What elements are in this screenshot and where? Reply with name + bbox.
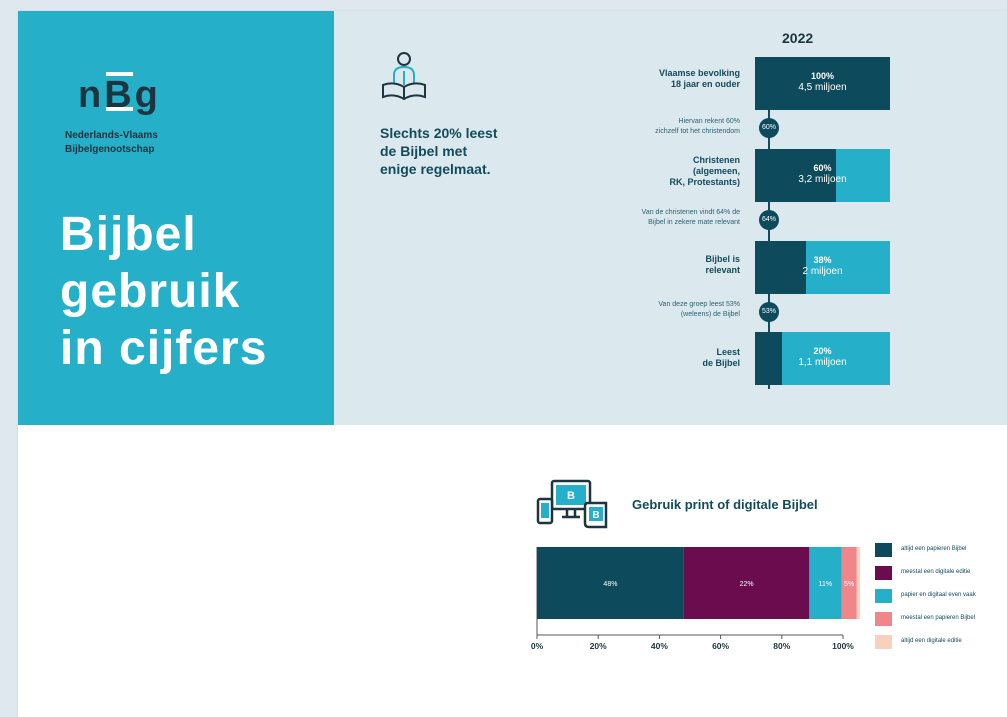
- chart-title: Gebruik print of digitale Bijbel: [632, 497, 818, 512]
- legend-item: papier en digitaal even vaak: [875, 589, 1007, 603]
- bar-segment: [841, 547, 857, 619]
- x-tick-label: 40%: [651, 641, 668, 651]
- legend-item: meestal een digitale editie: [875, 566, 1007, 580]
- step-label-line: Bijbel is: [705, 254, 740, 264]
- transition-badge: 60%: [759, 118, 779, 138]
- x-tick-label: 20%: [590, 641, 607, 651]
- reading-person-icon: [382, 52, 426, 101]
- legend-item: altijd een digitale editie: [875, 635, 1007, 649]
- funnel-bar-percent: 38%: [813, 255, 832, 265]
- legend-swatch: [875, 589, 892, 603]
- note-line: zichzelf tot het christendom: [655, 128, 740, 135]
- legend-swatch: [875, 635, 892, 649]
- funnel-bar: 60% 3,2 miljoen: [755, 149, 890, 202]
- step-label-line: RK, Protestants): [669, 177, 740, 187]
- infographic-page: nBg Nederlands-Vlaams Bijbelgenootschap …: [18, 11, 1007, 717]
- note-line: (weleens) de Bijbel: [680, 311, 740, 318]
- note-line: Bijbel in zekere mate relevant: [648, 219, 740, 226]
- funnel-bar-fill: [755, 57, 890, 110]
- data-label: 11%: [819, 581, 833, 588]
- statement-line2: de Bijbel met: [380, 143, 468, 159]
- step-label-line: Leest: [716, 347, 740, 357]
- org-name-line2: Bijbelgenootschap: [65, 144, 155, 155]
- statement-line1: Slechts 20% leest: [380, 125, 498, 141]
- note-line: Hiervan rekent 60%: [678, 118, 740, 125]
- title-line3: in cijfers: [60, 322, 268, 375]
- bar-segment: [537, 547, 684, 619]
- svg-text:B: B: [567, 490, 575, 502]
- note-line: Van deze groep leest 53%: [658, 301, 740, 308]
- legend-label: meestal een digitale editie: [901, 569, 971, 575]
- funnel-bar-fill: [755, 149, 836, 202]
- bar-segment: [856, 547, 860, 619]
- funnel-bar-amount: 2 miljoen: [802, 266, 843, 277]
- legend-label: papier en digitaal even vaak: [901, 592, 976, 598]
- x-tick-label: 80%: [773, 641, 790, 651]
- data-label: 5%: [844, 581, 854, 588]
- transition-badge: 64%: [759, 210, 779, 230]
- step-label-line: Vlaamse bevolking: [658, 68, 740, 78]
- svg-text:B: B: [592, 510, 599, 521]
- funnel-bar-amount: 4,5 miljoen: [798, 82, 847, 93]
- legend-label: meestal een papieren Bijbel: [901, 615, 976, 621]
- legend-label: altijd een papieren Bijbel: [901, 546, 967, 552]
- funnel-bar: 100% 4,5 miljoen: [755, 57, 890, 110]
- devices-icon: B B: [536, 479, 608, 529]
- title-line2: gebruik: [60, 265, 241, 318]
- legend-item: meestal een papieren Bijbel: [875, 612, 1007, 626]
- funnel-bar-percent: 100%: [810, 71, 835, 81]
- data-label: 48%: [603, 581, 617, 588]
- legend-swatch: [875, 612, 892, 626]
- step-label-line: Christenen: [692, 155, 740, 165]
- funnel-bar: 20% 1,1 miljoen: [755, 332, 890, 385]
- step-label-line: 18 jaar en ouder: [670, 79, 740, 89]
- step-label-line: relevant: [705, 265, 740, 275]
- funnel-bar-percent: 60%: [813, 163, 832, 173]
- transition-note: Hiervan rekent 60% zichzelf tot het chri…: [655, 117, 740, 137]
- org-name-line1: Nederlands-Vlaams: [65, 130, 158, 141]
- funnel-bar-fill: [755, 332, 782, 385]
- funnel-statement: Slechts 20% leest de Bijbel met enige re…: [380, 124, 530, 178]
- legend-label: altijd een digitale editie: [901, 638, 962, 644]
- transition-note: Van de christenen vindt 64% de Bijbel in…: [642, 208, 740, 228]
- data-label: 22%: [740, 581, 754, 588]
- bar-segment: [809, 547, 842, 619]
- note-line: Van de christenen vindt 64% de: [641, 209, 740, 216]
- step-label-reads: Leest de Bijbel: [702, 347, 740, 369]
- transition-note: Van deze groep leest 53% (weleens) de Bi…: [658, 300, 740, 320]
- step-label-christians: Christenen (algemeen, RK, Protestants): [669, 155, 740, 188]
- legend-swatch: [875, 543, 892, 557]
- stacked-bar-chart: 48% 22% 11% 5% 0% 20% 40% 60% 80% 100%: [531, 547, 860, 651]
- title-line1: Bijbel: [60, 208, 197, 261]
- statement-line3: enige regelmaat.: [380, 161, 491, 177]
- x-tick-label: 60%: [712, 641, 729, 651]
- title-panel: nBg Nederlands-Vlaams Bijbelgenootschap …: [18, 11, 334, 425]
- page-title: Bijbel gebruik in cijfers: [60, 206, 267, 377]
- step-label-population: Vlaamse bevolking 18 jaar en ouder: [659, 68, 740, 90]
- step-label-line: (algemeen,: [692, 166, 740, 176]
- org-name: Nederlands-Vlaams Bijbelgenootschap: [65, 129, 158, 157]
- funnel-bar-amount: 1,1 miljoen: [798, 357, 847, 368]
- funnel-panel: [334, 11, 1007, 425]
- nbg-logo: nBg: [78, 72, 161, 116]
- funnel-bar-amount: 3,2 miljoen: [798, 174, 847, 185]
- legend-swatch: [875, 566, 892, 580]
- x-tick-label: 100%: [832, 641, 854, 651]
- step-label-relevant: Bijbel is relevant: [705, 254, 740, 276]
- transition-badge: 53%: [759, 302, 779, 322]
- funnel-bar-fill: [755, 241, 807, 294]
- funnel-bar: 38% 2 miljoen: [755, 241, 890, 294]
- bar-segment: [683, 547, 810, 619]
- step-label-line: de Bijbel: [702, 358, 740, 368]
- legend-item: altijd een papieren Bijbel: [875, 543, 1007, 557]
- funnel-year: 2022: [782, 30, 814, 46]
- funnel-bar-percent: 20%: [813, 346, 832, 356]
- x-tick-label: 0%: [531, 641, 544, 651]
